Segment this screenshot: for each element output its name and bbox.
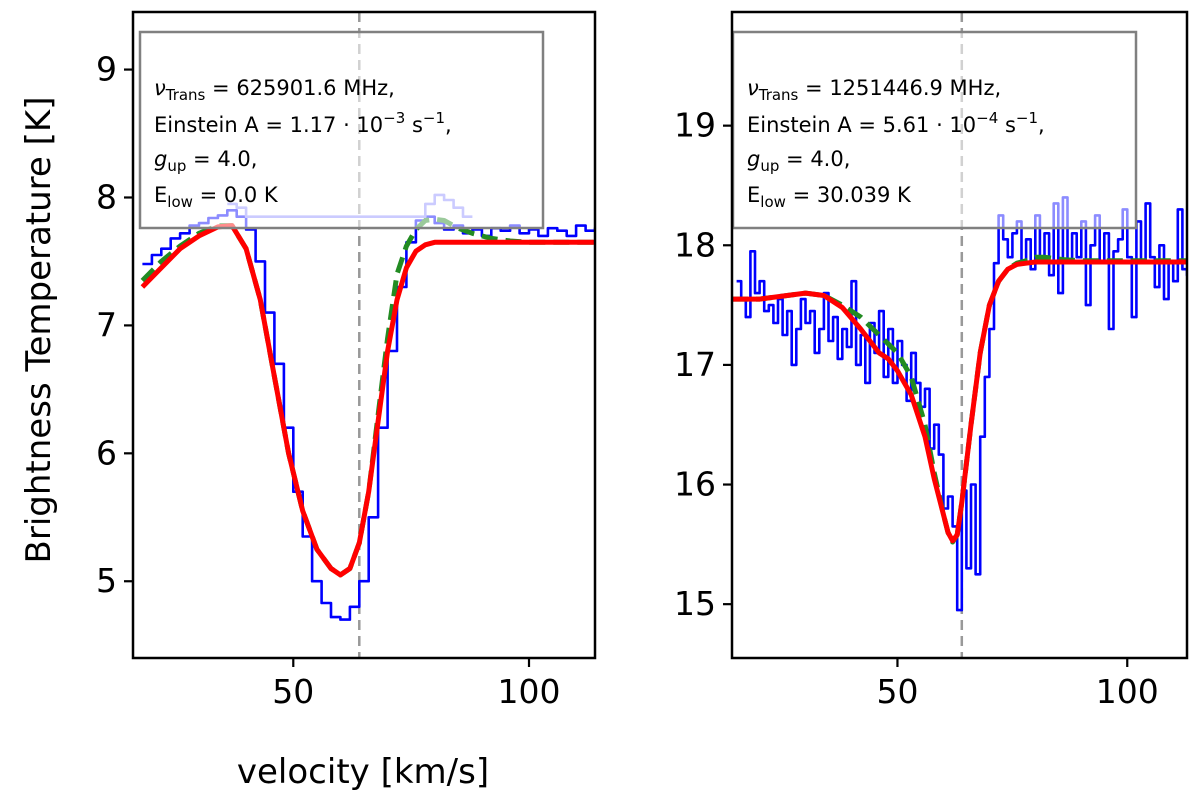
y-tick-label: 7 <box>96 305 117 344</box>
y-tick-label: 16 <box>674 465 716 504</box>
annotation-box: νTrans = 625901.6 MHz, Einstein A = 1.17 … <box>138 30 545 230</box>
right-panel: νTrans = 1251446.9 MHz, Einstein A = 5.61… <box>674 10 1189 711</box>
series-observed <box>736 196 1187 612</box>
series-observed <box>142 209 595 621</box>
axes-frame <box>131 10 597 660</box>
y-tick-label: 8 <box>96 177 117 216</box>
x-tick-label: 100 <box>1096 672 1159 711</box>
series-model-green <box>140 216 595 578</box>
annotation-frame <box>138 30 545 230</box>
annotation-line-elow: Elow = 0.0 K <box>154 183 279 211</box>
annotation-frame <box>731 30 1138 230</box>
axes-frame <box>730 10 1189 660</box>
annotation-line-elow: Elow = 30.039 K <box>747 183 912 211</box>
y-tick-label: 9 <box>96 50 117 89</box>
y-tick-label: 18 <box>674 225 716 264</box>
annotation-line-frequency: νTrans = 625901.6 MHz, <box>154 76 395 104</box>
plot-area <box>732 12 1187 658</box>
annotation-line-einstein: Einstein A = 1.17 · 10−3 s−1, <box>154 109 452 137</box>
left-panel: νTrans = 625901.6 MHz, Einstein A = 1.17 … <box>96 10 597 711</box>
x-tick-label: 50 <box>876 672 918 711</box>
y-tick-label: 15 <box>674 584 716 623</box>
annotation-line-gup: gup = 4.0, <box>154 147 257 175</box>
y-tick-label: 19 <box>674 106 716 145</box>
y-tick-label: 5 <box>96 561 117 600</box>
x-tick-label: 100 <box>498 672 561 711</box>
annotation-line-einstein: Einstein A = 5.61 · 10−4 s−1, <box>747 109 1045 137</box>
y-tick-label: 17 <box>674 345 716 384</box>
annotation-box: νTrans = 1251446.9 MHz, Einstein A = 5.61… <box>731 30 1138 230</box>
annotation-line-gup: gup = 4.0, <box>747 147 850 175</box>
y-tick-label: 6 <box>96 433 117 472</box>
x-axis-label: velocity [km/s] <box>237 752 489 792</box>
series-model-red <box>732 259 1187 544</box>
x-tick-label: 50 <box>272 672 314 711</box>
annotation-line-frequency: νTrans = 1251446.9 MHz, <box>747 76 1001 104</box>
y-axis-label: Brightness Temperature [K] <box>19 97 59 564</box>
